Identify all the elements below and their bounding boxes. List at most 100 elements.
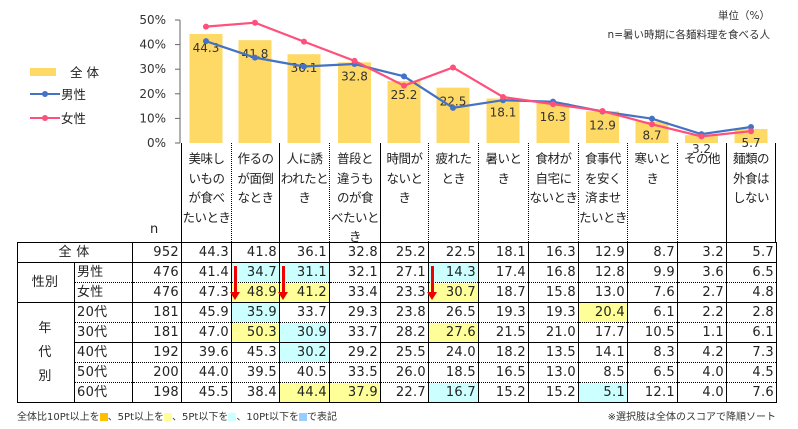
value-text: 7.6 [653, 285, 675, 300]
value-text: 15.2 [495, 385, 526, 400]
value-cell: 21.5 [478, 322, 529, 343]
row-label: 女性 [74, 282, 133, 303]
value-cell: 32.8 [329, 242, 381, 263]
value-cell: 29.3 [329, 302, 381, 323]
value-text: 26.0 [395, 365, 426, 380]
value-cell: 30.9 [279, 322, 330, 343]
value-text: 4.8 [752, 285, 774, 300]
value-cell: 14.1 [578, 342, 628, 363]
value-cell: 17.4 [478, 262, 529, 283]
bar-value-label: 22.5 [440, 95, 467, 109]
value-text: 4.0 [702, 365, 724, 380]
value-cell: 50.3 [231, 322, 280, 343]
value-text: 3.2 [702, 245, 724, 260]
y-tick-label: 30% [139, 62, 166, 76]
point-female [649, 121, 655, 128]
bar-value-label: 32.8 [341, 69, 368, 83]
value-text: 16.5 [495, 365, 526, 380]
legend-line-female-icon [30, 114, 60, 121]
point-male [203, 38, 209, 45]
value-text: 18.7 [495, 285, 526, 300]
value-cell: 16.3 [528, 242, 579, 263]
value-text: 25.5 [395, 345, 426, 360]
value-text: 6.1 [653, 305, 675, 320]
value-text: 14.1 [594, 345, 625, 360]
bar-value-label: 18.1 [490, 105, 517, 119]
bar-total [436, 87, 470, 143]
value-text: 39.5 [246, 365, 277, 380]
value-text: 44.3 [198, 245, 229, 260]
y-tick-label: 40% [139, 38, 166, 52]
legend-item-female: 女性 [30, 108, 86, 127]
value-cell: 13.0 [528, 362, 579, 383]
footnote-text: 、10Pt以下を [236, 412, 300, 423]
legend-label: 全 体 [70, 65, 99, 80]
value-text: 33.7 [347, 325, 378, 340]
value-cell: 4.0 [677, 362, 727, 383]
bar-total [387, 81, 421, 143]
y-tick-label: 50% [139, 13, 166, 27]
value-text: 30.7 [445, 285, 476, 300]
value-text: 15.2 [545, 385, 576, 400]
value-cell: 44.3 [181, 242, 232, 263]
value-text: 22.5 [445, 245, 476, 260]
value-text: 45.9 [198, 305, 229, 320]
legend-label: 男性 [61, 87, 87, 102]
value-cell: 2.7 [677, 282, 727, 303]
bar-total [486, 98, 520, 143]
value-cell: 16.7 [428, 382, 479, 403]
value-text: 47.0 [198, 325, 229, 340]
value-cell: 6.1 [726, 322, 777, 343]
value-cell: 12.9 [578, 242, 628, 263]
category-header: 普段と 違うも のが食 べたいと き [329, 143, 380, 244]
point-female [450, 64, 456, 71]
value-cell: 18.2 [478, 342, 529, 363]
value-cell: 25.2 [380, 242, 429, 263]
unit-note: 単位（%） [718, 10, 770, 22]
value-cell: 15.2 [478, 382, 529, 403]
value-text: 27.1 [395, 265, 426, 280]
value-cell: 21.0 [528, 322, 579, 343]
value-cell: 2.2 [677, 302, 727, 323]
value-cell: 37.9 [329, 382, 381, 403]
category-header: 疲れた とき [428, 143, 478, 242]
value-text: 15.8 [545, 285, 576, 300]
value-text: 10.5 [644, 325, 675, 340]
value-cell: 27.6 [428, 322, 479, 343]
value-cell: 32.1 [329, 262, 381, 283]
value-cell: 13.0 [578, 282, 628, 303]
bar-total [189, 34, 223, 143]
value-text: 12.8 [594, 265, 625, 280]
value-cell: 15.8 [528, 282, 579, 303]
table-row: 60代 198 45.5 38.4 44.4 37.9 22.7 16.7 15.2 15.2 5.… [18, 382, 777, 403]
value-text: 23.8 [395, 305, 426, 320]
value-text: 14.3 [445, 265, 476, 280]
value-cell: 19.3 [478, 302, 529, 323]
value-cell: 6.5 [726, 262, 777, 283]
value-text: 25.2 [395, 245, 426, 260]
bar-total [338, 62, 371, 144]
value-cell: 5.1 [578, 382, 628, 403]
table-row: 年 代 別 20代 181 45.9 35.9 33.7 29.3 23.8 26.5 19.3 1… [17, 302, 777, 403]
n-note: n=暑い時期に各麺料理を食べる人 [607, 29, 770, 41]
value-cell: 27.1 [380, 262, 429, 283]
bar-total [536, 102, 570, 143]
value-text: 27.6 [445, 325, 476, 340]
point-female [748, 128, 754, 135]
value-text: 33.4 [347, 285, 378, 300]
value-cell: 26.0 [380, 362, 429, 383]
value-text: 35.9 [246, 305, 277, 320]
bar-value-label: 8.7 [642, 129, 661, 143]
row-label: 50代 [74, 362, 133, 383]
category-header: 時間が ないとき [380, 143, 428, 242]
data-table: 全 体 952 44.3 41.8 36.1 32.8 25.2 22.5 18.1 16.3 12… [17, 242, 777, 403]
value-text: 41.2 [296, 285, 327, 300]
value-cell: 10.5 [627, 322, 678, 343]
bar-value-label: 12.9 [589, 118, 616, 132]
value-text: 45.5 [198, 385, 229, 400]
value-cell: 24.0 [428, 342, 479, 363]
point-female [351, 57, 358, 64]
value-cell: 7.6 [627, 282, 678, 303]
value-cell: 8.3 [627, 342, 678, 363]
value-cell: 35.9 [231, 302, 280, 323]
